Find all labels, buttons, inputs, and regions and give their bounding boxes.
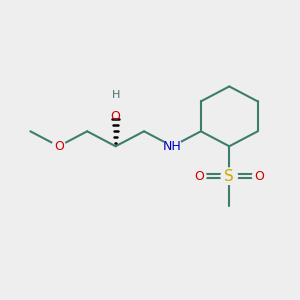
Circle shape [253, 169, 266, 183]
Text: H: H [111, 90, 120, 100]
Text: S: S [224, 169, 234, 184]
Text: O: O [254, 170, 264, 183]
Text: O: O [54, 140, 64, 153]
Circle shape [110, 89, 122, 101]
Text: O: O [194, 170, 204, 183]
Circle shape [164, 137, 181, 155]
Text: NH: NH [163, 140, 182, 153]
Circle shape [221, 168, 238, 184]
Circle shape [109, 110, 122, 123]
Text: O: O [111, 110, 121, 123]
Circle shape [52, 140, 65, 153]
Circle shape [193, 169, 206, 183]
